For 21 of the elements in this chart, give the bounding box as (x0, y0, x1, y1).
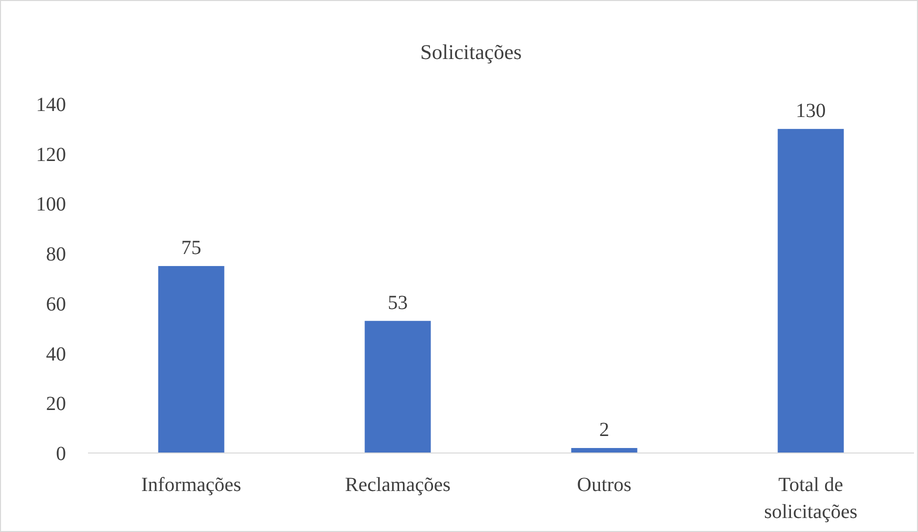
x-tick-label: Reclamações (345, 474, 451, 496)
bar (571, 448, 638, 453)
x-tick-label: Outros (577, 474, 632, 496)
y-tick-label: 120 (36, 144, 66, 166)
y-tick-label: 100 (36, 194, 66, 216)
y-tick-label: 140 (36, 94, 66, 116)
y-tick-label: 20 (46, 393, 66, 416)
data-label: 2 (599, 419, 610, 442)
chart-title: Solicitações (420, 40, 522, 64)
data-label: 130 (796, 100, 826, 122)
y-tick-label: 60 (46, 293, 66, 316)
bar (778, 128, 844, 453)
y-tick-label: 80 (46, 244, 66, 266)
y-tick-label: 40 (46, 343, 66, 366)
bar (364, 320, 431, 453)
x-tick-label: Informações (141, 474, 242, 496)
data-label: 75 (181, 237, 202, 260)
data-label: 53 (388, 292, 408, 314)
y-tick-label: 0 (56, 443, 66, 465)
bar (158, 266, 224, 453)
x-tick-label: Total de solicitações (764, 474, 858, 523)
